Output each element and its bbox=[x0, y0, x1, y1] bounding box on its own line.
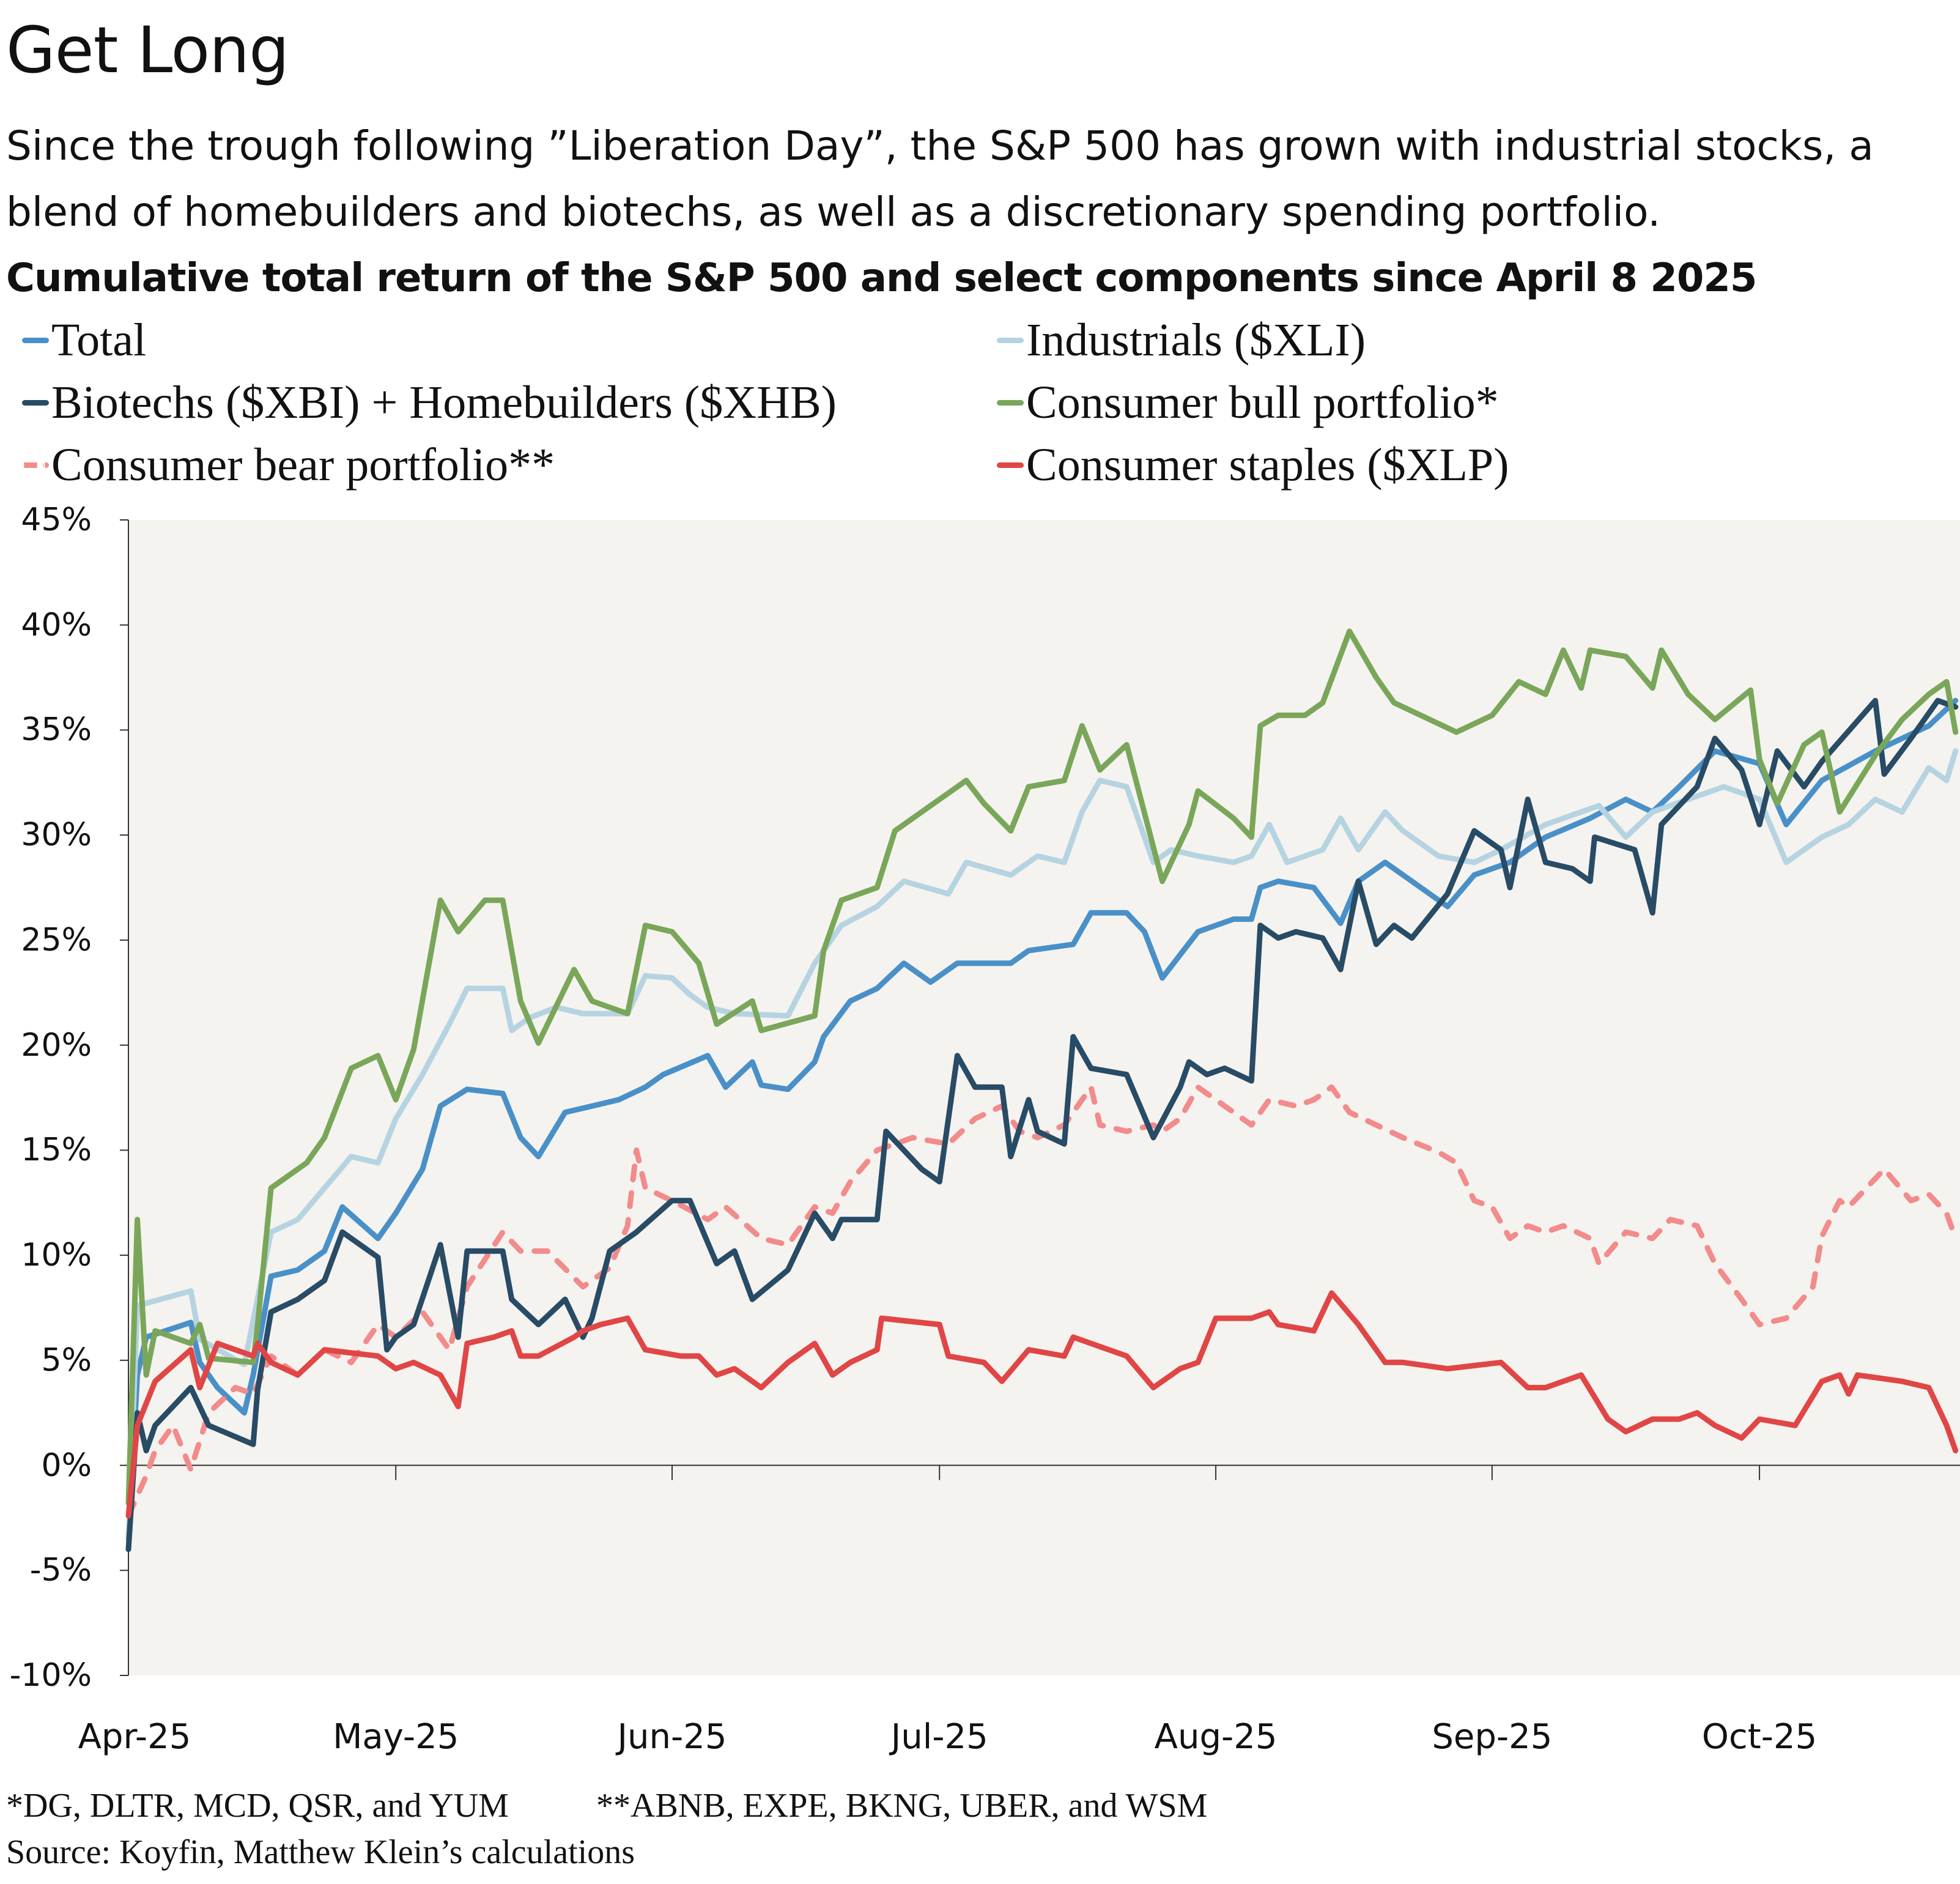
y-tick-label: 0% bbox=[41, 1447, 92, 1484]
y-tick-label: 20% bbox=[21, 1026, 92, 1064]
legend-item: Industrials ($XLI) bbox=[997, 317, 1366, 363]
series-line-total bbox=[125, 697, 1959, 1542]
footnote-bear: **ABNB, EXPE, BKNG, UBER, and WSM bbox=[596, 1787, 1208, 1825]
legend-label: Industrials ($XLI) bbox=[1026, 314, 1366, 366]
legend-label: Consumer staples ($XLP) bbox=[1026, 439, 1509, 491]
y-tick-label: 25% bbox=[21, 921, 92, 959]
plot-area bbox=[128, 520, 1960, 1675]
legend-swatch bbox=[22, 399, 49, 406]
x-tick-label: Jul-25 bbox=[890, 1717, 988, 1757]
legend-item: Consumer bear portfolio** bbox=[22, 442, 555, 488]
series-line-biotechs-xbi-homebuilders-xhb bbox=[125, 697, 1959, 1552]
series-line-industrials-xli bbox=[125, 748, 1959, 1542]
x-tick-label: Aug-25 bbox=[1154, 1717, 1278, 1757]
x-tick-label: Sep-25 bbox=[1432, 1717, 1553, 1757]
subtitle: Since the trough following ”Liberation D… bbox=[6, 122, 1874, 236]
legend-label: Total bbox=[51, 314, 147, 366]
legend-label: Consumer bull portfolio* bbox=[1026, 377, 1499, 428]
legend-swatch bbox=[22, 462, 49, 468]
y-tick-label: -10% bbox=[9, 1657, 92, 1694]
y-tick-label: 10% bbox=[21, 1237, 92, 1274]
legend-label: Biotechs ($XBI) + Homebuilders ($XHB) bbox=[51, 377, 837, 428]
legend-swatch bbox=[997, 399, 1024, 406]
source-note: Source: Koyfin, Matthew Klein’s calculat… bbox=[6, 1833, 635, 1871]
y-tick-label: -5% bbox=[29, 1552, 92, 1589]
series-line-consumer-staples-xlp bbox=[125, 1290, 1959, 1519]
legend-swatch bbox=[22, 337, 49, 343]
x-tick-label: Apr-25 bbox=[78, 1717, 191, 1757]
x-tick-label: Jun-25 bbox=[617, 1717, 727, 1757]
legend-label: Consumer bear portfolio** bbox=[51, 439, 555, 491]
y-tick-label: 15% bbox=[21, 1132, 92, 1169]
legend-item: Consumer staples ($XLP) bbox=[997, 442, 1509, 488]
footnote-bull: *DG, DLTR, MCD, QSR, and YUM bbox=[6, 1787, 509, 1825]
legend-swatch bbox=[997, 462, 1024, 468]
y-tick-label: 30% bbox=[21, 817, 92, 854]
legend-item: Consumer bull portfolio* bbox=[997, 379, 1499, 426]
y-tick-label: 5% bbox=[41, 1341, 92, 1379]
legend-swatch bbox=[997, 337, 1024, 343]
series-line-consumer-bear-portfolio bbox=[125, 1084, 1959, 1519]
series-line-consumer-bull-portfolio bbox=[125, 628, 1959, 1506]
page-title: Get Long bbox=[6, 13, 289, 87]
chart-title: Cumulative total return of the S&P 500 a… bbox=[6, 256, 1757, 301]
legend-item: Total bbox=[22, 317, 146, 363]
legend-item: Biotechs ($XBI) + Homebuilders ($XHB) bbox=[22, 379, 837, 426]
x-tick-label: May-25 bbox=[333, 1717, 459, 1757]
y-tick-label: 40% bbox=[21, 606, 92, 643]
y-tick-label: 45% bbox=[21, 502, 92, 538]
y-tick-label: 35% bbox=[21, 711, 92, 749]
x-tick-label: Oct-25 bbox=[1701, 1717, 1818, 1757]
